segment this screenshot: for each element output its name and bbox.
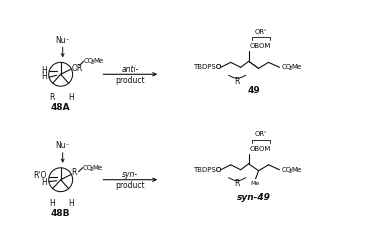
Text: CO: CO bbox=[282, 167, 291, 173]
Text: H: H bbox=[41, 66, 47, 75]
Text: 49: 49 bbox=[247, 86, 260, 95]
Text: product: product bbox=[116, 76, 145, 85]
Text: TBDPSO: TBDPSO bbox=[193, 167, 221, 173]
Text: Me: Me bbox=[250, 181, 259, 186]
Text: OR: OR bbox=[72, 64, 83, 73]
Text: 2: 2 bbox=[89, 167, 93, 172]
Text: O: O bbox=[216, 167, 221, 173]
Text: OR': OR' bbox=[255, 131, 266, 137]
Text: CO: CO bbox=[282, 64, 291, 70]
Text: R'O: R'O bbox=[33, 171, 47, 180]
Text: OBOM: OBOM bbox=[250, 146, 271, 152]
Text: Me: Me bbox=[93, 58, 104, 64]
Text: R: R bbox=[49, 93, 54, 102]
Text: Me: Me bbox=[291, 64, 302, 70]
Text: Me: Me bbox=[92, 165, 103, 171]
Text: 48B: 48B bbox=[51, 209, 70, 217]
Text: product: product bbox=[116, 181, 145, 190]
Text: R: R bbox=[234, 179, 240, 188]
Text: H: H bbox=[41, 72, 47, 81]
Text: OBOM: OBOM bbox=[250, 43, 271, 49]
Text: 48A: 48A bbox=[51, 103, 71, 112]
Text: H: H bbox=[41, 178, 47, 187]
Text: R: R bbox=[72, 168, 77, 177]
Text: 2: 2 bbox=[289, 169, 292, 174]
Text: syn-49: syn-49 bbox=[237, 193, 270, 202]
Text: TBDPSO: TBDPSO bbox=[193, 64, 221, 70]
Text: Nu⁻: Nu⁻ bbox=[55, 36, 70, 45]
Text: H: H bbox=[68, 199, 74, 208]
Text: Me: Me bbox=[291, 167, 302, 173]
Text: Nu⁻: Nu⁻ bbox=[55, 141, 70, 150]
Text: H: H bbox=[49, 199, 54, 208]
Text: CO: CO bbox=[84, 58, 94, 64]
Text: CO: CO bbox=[82, 165, 93, 171]
Text: anti-: anti- bbox=[121, 65, 139, 74]
Text: 2: 2 bbox=[91, 60, 94, 65]
Text: OR': OR' bbox=[255, 28, 266, 35]
Text: R: R bbox=[234, 77, 240, 86]
Text: O: O bbox=[216, 64, 221, 70]
Text: syn-: syn- bbox=[122, 170, 138, 179]
Text: 2: 2 bbox=[289, 66, 292, 71]
Text: H: H bbox=[68, 93, 74, 102]
